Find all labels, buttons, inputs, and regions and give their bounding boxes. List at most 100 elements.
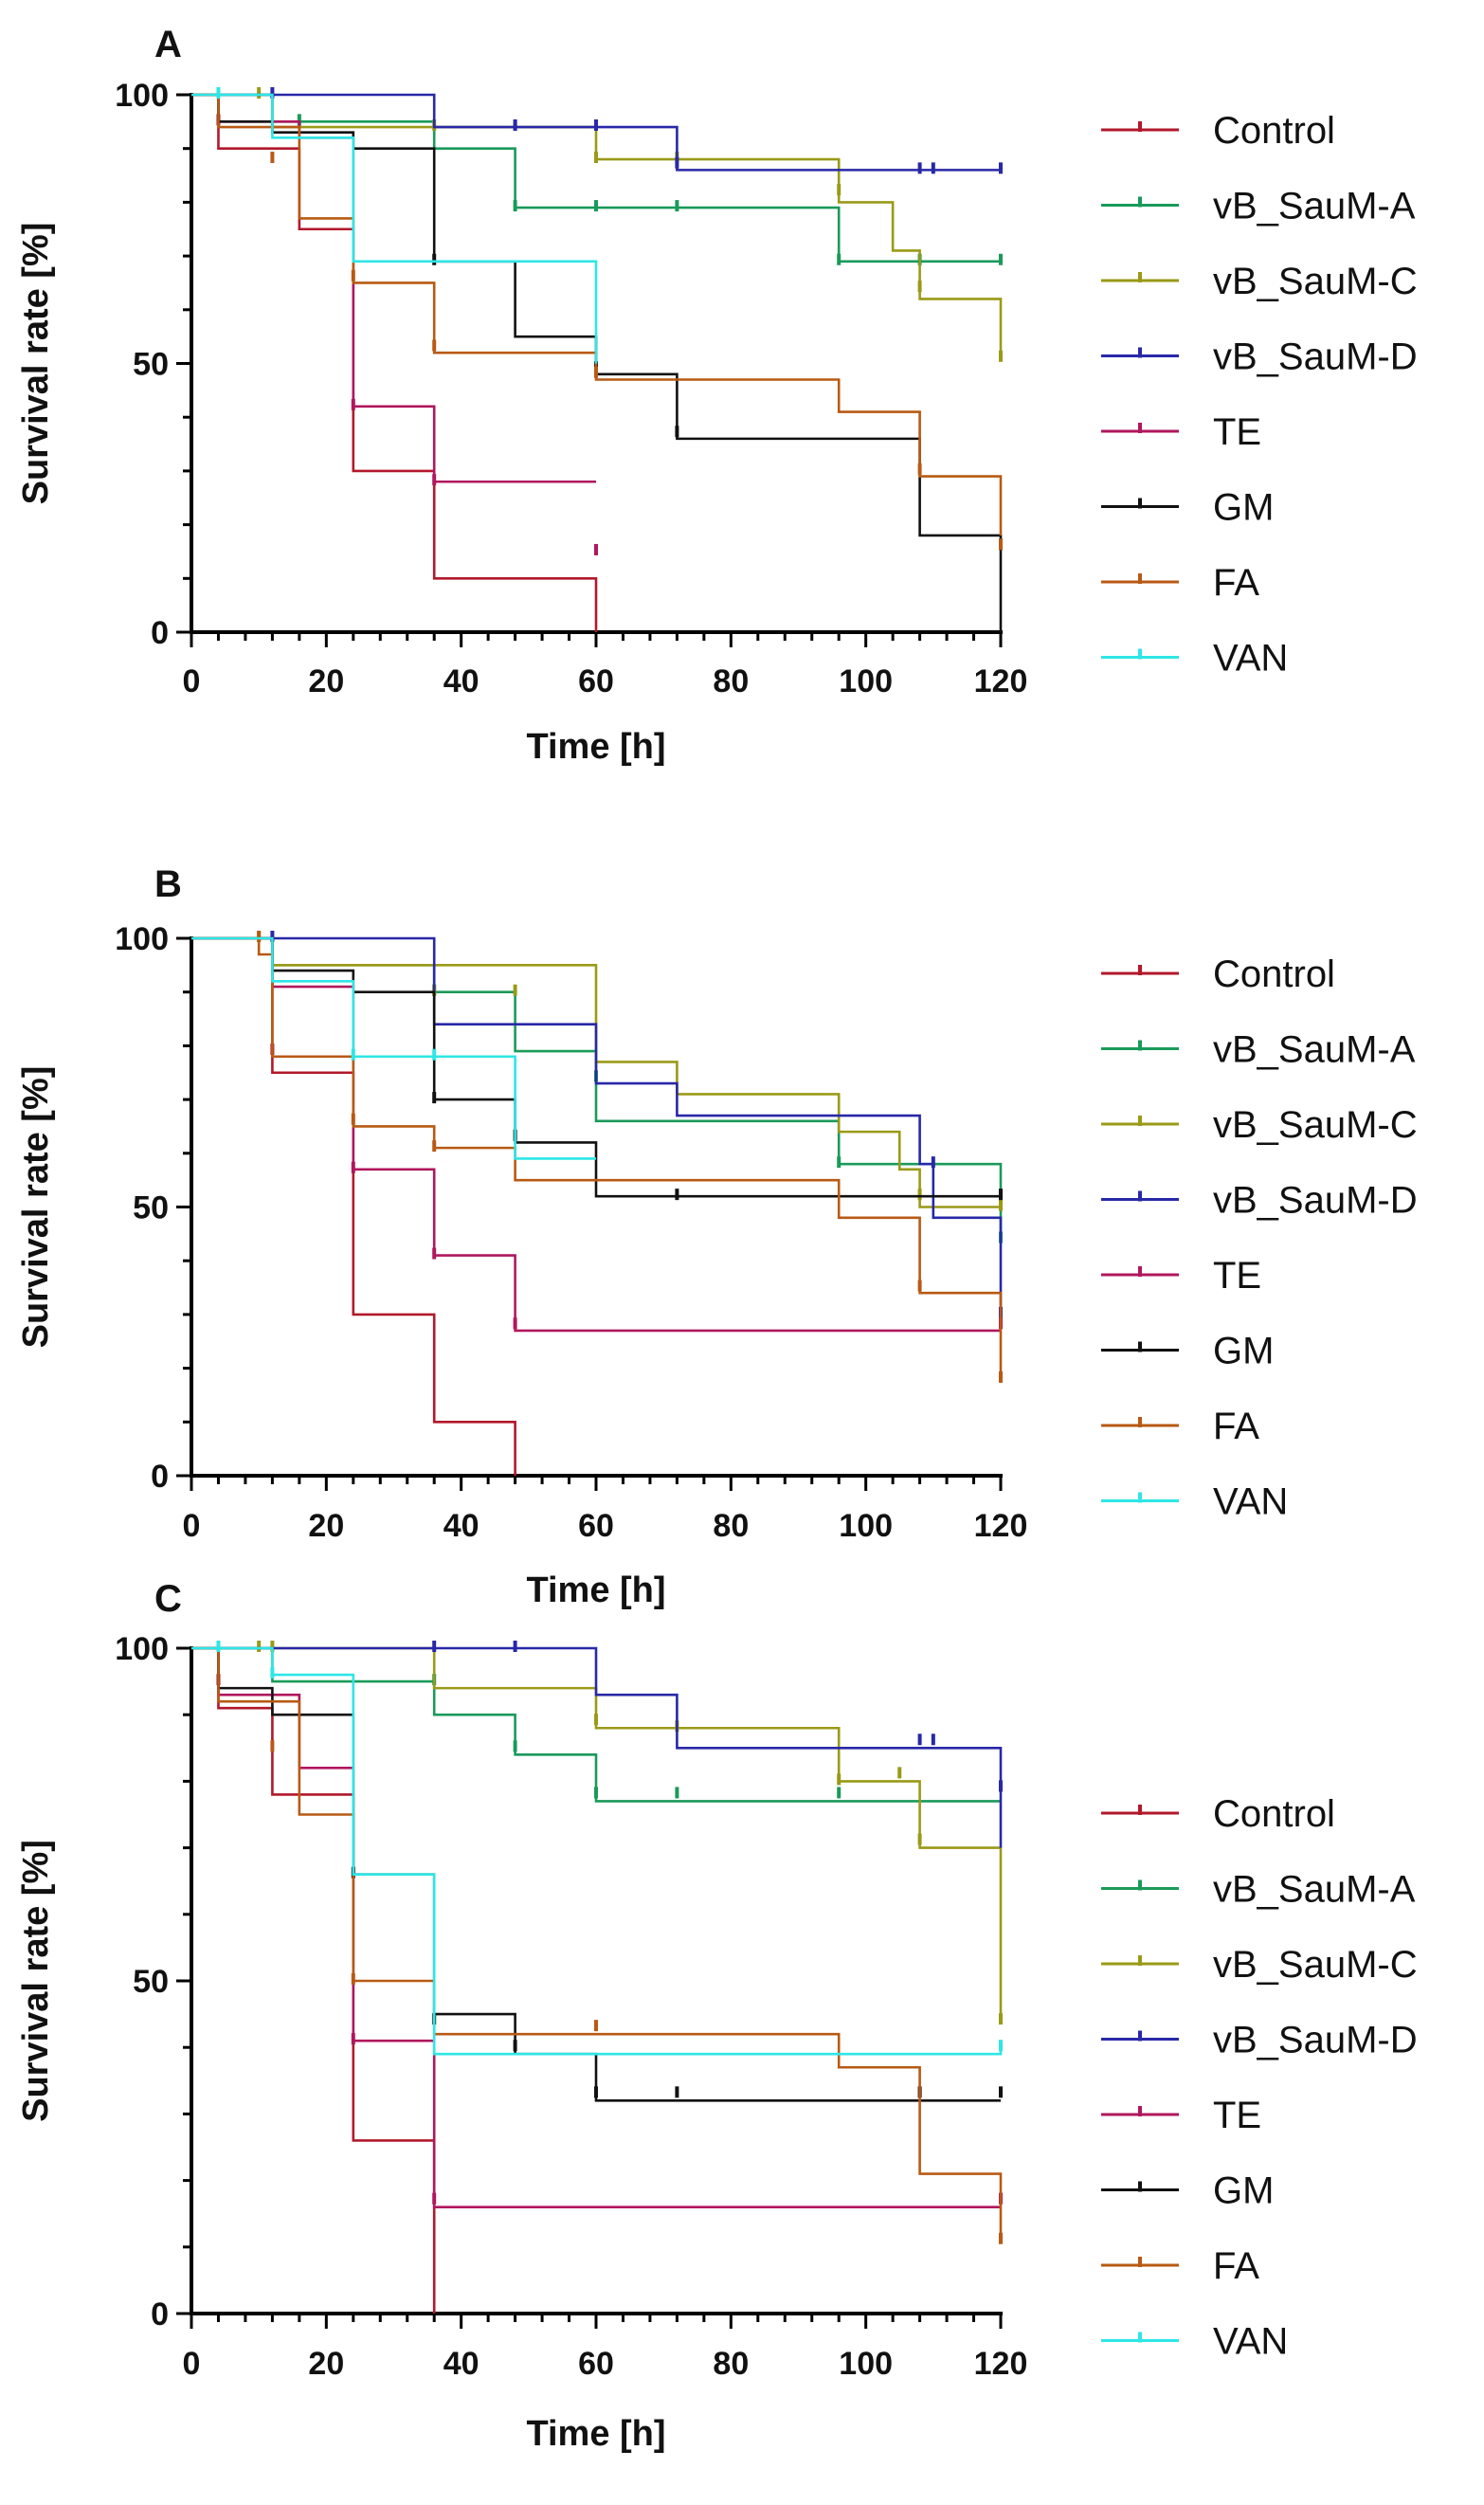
x-tick-label: 80 — [713, 663, 749, 699]
legend-item-fa: FA — [1101, 1406, 1259, 1447]
legend-label: FA — [1213, 562, 1259, 604]
legend-item-fa: FA — [1101, 2245, 1259, 2287]
x-tick-label: 20 — [308, 663, 344, 699]
legend-label: Control — [1213, 1793, 1335, 1835]
x-tick-label: 0 — [183, 1508, 201, 1544]
x-axis-title: Time [h] — [526, 727, 665, 767]
legend-label: TE — [1213, 2095, 1261, 2136]
legend-label: TE — [1213, 1255, 1261, 1297]
series-line-vb-saum-d — [191, 93, 1001, 172]
legend-label: GM — [1213, 1331, 1274, 1372]
y-tick-label: 0 — [151, 2296, 169, 2333]
legend-label: vB_SauM-C — [1213, 1944, 1418, 1986]
legend: Control vB_SauM-A vB_SauM-C vB_SauM-D TE GM FA… — [1101, 110, 1418, 680]
x-tick-label: 40 — [443, 663, 480, 699]
x-tick-label: 20 — [308, 1508, 344, 1544]
legend-item-te: TE — [1101, 2095, 1261, 2136]
series-line-te — [191, 1646, 1001, 2208]
x-axis-title: Time [h] — [526, 1570, 665, 1610]
legend-label: FA — [1213, 2245, 1259, 2287]
series-line-van — [191, 93, 598, 364]
legend-label: TE — [1213, 411, 1261, 453]
series-line-van — [191, 1646, 1003, 2056]
y-tick-label: 50 — [133, 347, 169, 383]
x-tick-label: 60 — [578, 2346, 614, 2382]
legend-label: vB_SauM-C — [1213, 261, 1418, 302]
x-tick-label: 60 — [578, 663, 614, 699]
y-axis-title: Survival rate [%] — [16, 1840, 56, 2122]
x-tick-label: 120 — [974, 2346, 1028, 2382]
legend-item-control: Control — [1101, 110, 1335, 152]
y-axis-title: Survival rate [%] — [16, 1066, 56, 1349]
legend-item-vb-saum-d: vB_SauM-D — [1101, 2020, 1418, 2061]
legend-label: VAN — [1213, 1481, 1288, 1523]
series-line-te — [191, 93, 596, 483]
legend-label: VAN — [1213, 2321, 1288, 2363]
legend-item-control: Control — [1101, 1793, 1335, 1835]
legend-label: vB_SauM-A — [1213, 1029, 1416, 1071]
series-line-fa — [191, 1646, 1003, 2234]
legend-label: GM — [1213, 487, 1274, 529]
y-axis-title: Survival rate [%] — [16, 223, 56, 505]
series-line-vb-saum-d — [191, 1646, 1003, 1848]
legend-item-control: Control — [1101, 953, 1335, 995]
legend-label: vB_SauM-A — [1213, 186, 1416, 227]
legend-label: GM — [1213, 2170, 1274, 2212]
y-tick-label: 100 — [115, 1631, 169, 1667]
legend-label: vB_SauM-D — [1213, 1180, 1418, 1222]
series-line-vb-saum-c — [191, 1646, 1003, 2022]
x-tick-label: 0 — [183, 663, 201, 699]
legend-label: VAN — [1213, 638, 1288, 680]
x-tick-label: 40 — [443, 1508, 480, 1544]
legend-item-vb-saum-c: vB_SauM-C — [1101, 1944, 1418, 1986]
y-tick-label: 100 — [115, 78, 169, 114]
panel-b: B 0 50 100 0 20 40 60 80 100 120 Time [h] Survival r… — [16, 863, 1418, 1610]
x-axis-title: Time [h] — [526, 2414, 665, 2454]
panel-a: A 0 50 100 0 20 40 60 80 100 120 Time [h] Survival r… — [16, 24, 1418, 767]
legend-label: Control — [1213, 110, 1335, 152]
legend-label: vB_SauM-A — [1213, 1869, 1416, 1911]
x-tick-label: 60 — [578, 1508, 614, 1544]
y-tick-label: 100 — [115, 921, 169, 957]
legend-item-te: TE — [1101, 1255, 1261, 1297]
legend: Control vB_SauM-A vB_SauM-C vB_SauM-D TE GM FA… — [1101, 1793, 1418, 2363]
y-tick-label: 50 — [133, 1190, 169, 1226]
legend-item-vb-saum-a: vB_SauM-A — [1101, 1029, 1416, 1071]
x-tick-label: 40 — [443, 2346, 480, 2382]
series-line-vb-saum-c — [191, 936, 1001, 1208]
panel-label: A — [154, 24, 182, 65]
legend-label: vB_SauM-D — [1213, 336, 1418, 378]
y-tick-label: 50 — [133, 1964, 169, 2000]
panel-label: B — [154, 863, 182, 905]
legend-item-vb-saum-c: vB_SauM-C — [1101, 261, 1418, 302]
x-tick-label: 120 — [974, 663, 1028, 699]
legend-item-vb-saum-a: vB_SauM-A — [1101, 1869, 1416, 1911]
legend-label: vB_SauM-D — [1213, 2020, 1418, 2061]
x-tick-label: 100 — [839, 1508, 893, 1544]
x-tick-label: 100 — [839, 2346, 893, 2382]
x-tick-label: 120 — [974, 1508, 1028, 1544]
legend-label: vB_SauM-C — [1213, 1104, 1418, 1146]
legend-item-fa: FA — [1101, 562, 1259, 604]
y-tick-label: 0 — [151, 1459, 169, 1495]
y-tick-label: 0 — [151, 615, 169, 651]
x-tick-label: 20 — [308, 2346, 344, 2382]
legend-item-vb-saum-a: vB_SauM-A — [1101, 186, 1416, 227]
legend-item-gm: GM — [1101, 487, 1274, 529]
panel-label: C — [154, 1578, 182, 1620]
x-tick-label: 100 — [839, 663, 893, 699]
legend-item-vb-saum-c: vB_SauM-C — [1101, 1104, 1418, 1146]
x-tick-label: 80 — [713, 2346, 749, 2382]
legend-item-vb-saum-d: vB_SauM-D — [1101, 1180, 1418, 1222]
legend-label: FA — [1213, 1406, 1259, 1447]
legend-item-gm: GM — [1101, 1331, 1274, 1372]
legend-item-te: TE — [1101, 411, 1261, 453]
legend-label: Control — [1213, 953, 1335, 995]
legend-item-van: VAN — [1101, 638, 1288, 680]
legend-item-gm: GM — [1101, 2170, 1274, 2212]
legend-item-vb-saum-d: vB_SauM-D — [1101, 336, 1418, 378]
legend: Control vB_SauM-A vB_SauM-C vB_SauM-D TE GM FA… — [1101, 953, 1418, 1523]
legend-item-van: VAN — [1101, 2321, 1288, 2363]
x-tick-label: 80 — [713, 1508, 749, 1544]
